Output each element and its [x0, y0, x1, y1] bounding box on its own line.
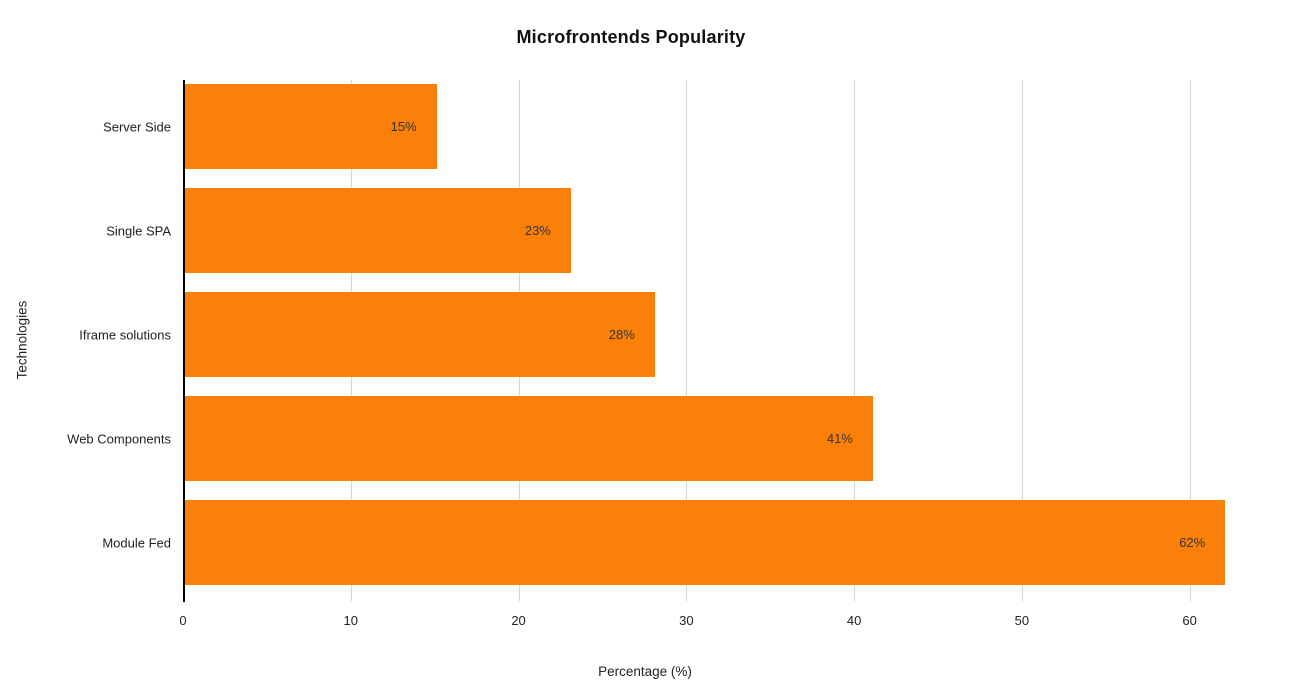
x-tick-label-60: 60	[1182, 613, 1197, 628]
gridline-30	[686, 80, 688, 601]
bar-value-label: 28%	[608, 327, 635, 342]
category-label-iframe-solutions: Iframe solutions	[79, 327, 171, 342]
bar-single-spa: 23%	[185, 188, 571, 273]
x-tick-label-30: 30	[679, 613, 694, 628]
y-axis-line	[183, 80, 185, 602]
x-tick-label-0: 0	[179, 613, 187, 628]
x-tick-label-20: 20	[511, 613, 526, 628]
category-label-web-components: Web Components	[67, 431, 171, 446]
x-axis-tick-labels: 0 10 20 30 40 50 60	[179, 613, 1240, 631]
x-tick-label-50: 50	[1014, 613, 1030, 628]
bar-value-label: 15%	[390, 119, 417, 134]
y-axis-category-labels: Server Side Single SPA Iframe solutions Web…	[0, 80, 175, 600]
bar-value-label: 62%	[1179, 535, 1206, 550]
bar-iframe-solutions: 28%	[185, 292, 655, 377]
category-label-single-spa: Single SPA	[106, 223, 171, 238]
category-label-module-fed: Module Fed	[102, 535, 171, 550]
plot-area: 15% 23% 28% 41% 62%	[183, 80, 1240, 602]
category-label-server-side: Server Side	[103, 119, 171, 134]
bar-value-label: 41%	[826, 431, 853, 446]
x-tick-label-40: 40	[846, 613, 862, 628]
x-tick-label-10: 10	[343, 613, 358, 628]
bar-module-fed: 62%	[185, 500, 1226, 585]
x-axis-title: Percentage (%)	[598, 664, 692, 679]
bar-value-label: 23%	[524, 223, 551, 238]
gridline-40	[854, 80, 856, 601]
gridline-60	[1189, 80, 1191, 601]
chart-title: Microfrontends Popularity	[516, 27, 746, 47]
gridline-50	[1021, 80, 1023, 601]
bar-server-side: 15%	[185, 84, 437, 169]
bar-web-components: 41%	[185, 396, 873, 481]
